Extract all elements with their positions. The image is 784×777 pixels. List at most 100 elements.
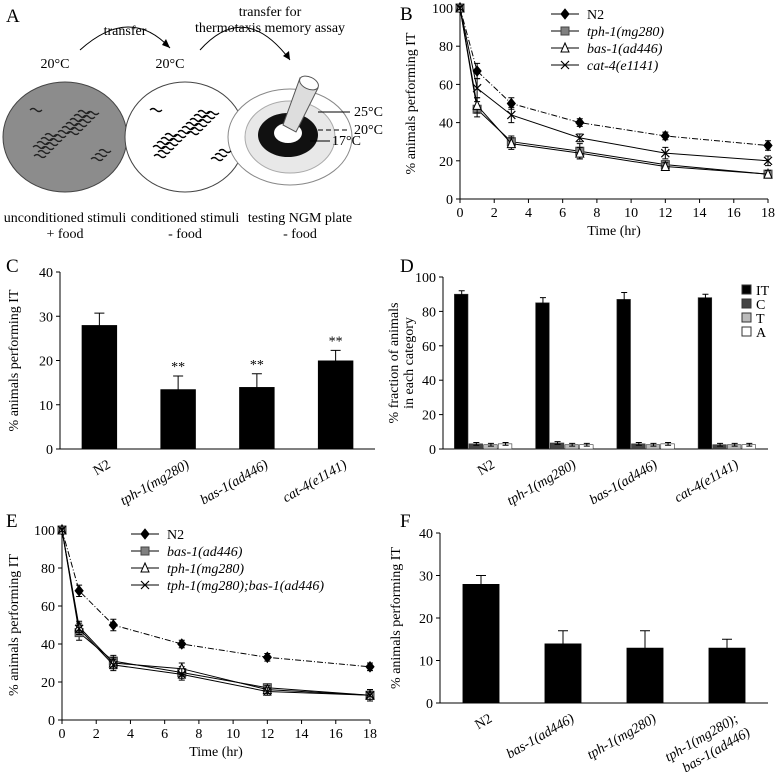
y-tick-label: 20 — [419, 612, 433, 627]
y-axis-title: % animals performing IT — [389, 547, 404, 689]
worm — [198, 118, 212, 124]
marker — [74, 624, 84, 634]
x-tick-label: 10 — [624, 206, 638, 221]
marker — [560, 26, 570, 36]
x-tick-label: 16 — [329, 727, 343, 742]
x-tick-label: N2 — [91, 457, 113, 479]
worm — [94, 152, 108, 158]
worm — [36, 140, 50, 146]
marker — [575, 133, 585, 143]
worm — [66, 130, 80, 136]
chart-panel: B 0 20 40 60 80 100 % animals performing IT 0 2 4 6… — [400, 1, 775, 239]
chart-panel: D 0 20 40 60 80 100 % fraction of animals in eac… — [387, 256, 770, 509]
y-tick-label: 80 — [41, 562, 55, 577]
annotation: ** — [171, 360, 185, 375]
marker — [763, 139, 773, 152]
legend-label: bas-1(ad446) — [167, 545, 243, 560]
worm — [197, 109, 211, 115]
series-line — [459, 7, 769, 147]
worm — [210, 156, 224, 162]
error-bar — [539, 297, 546, 309]
y-axis-title: % animals performing IT — [7, 289, 22, 431]
y-tick-label: 60 — [439, 78, 453, 93]
y-tick-label: 40 — [419, 527, 433, 542]
worm — [193, 113, 207, 119]
bar — [697, 297, 713, 450]
worm — [78, 118, 92, 124]
x-tick-label: cat-4(e1141) — [280, 457, 350, 506]
error-bar — [251, 373, 262, 401]
worm — [202, 114, 216, 120]
label: transfer for — [239, 5, 302, 20]
legend-label: IT — [756, 284, 770, 299]
legend-label: tph-1(mg280) — [587, 25, 664, 40]
x-tick-label: 14 — [693, 206, 707, 221]
worm — [33, 153, 47, 159]
series-line — [61, 529, 371, 668]
y-axis-title: % animals performing IT — [404, 32, 419, 174]
temperature: 17°C — [332, 134, 361, 149]
y-tick-label: 100 — [34, 524, 55, 539]
worm — [214, 152, 228, 158]
arrowhead — [283, 51, 290, 60]
bar — [616, 299, 631, 450]
y-tick-label: 60 — [422, 340, 436, 355]
error-bar — [650, 442, 657, 447]
series-line — [459, 7, 769, 175]
error-bar — [635, 441, 642, 446]
bar — [317, 360, 354, 449]
marker — [506, 110, 516, 120]
y-tick-label: 20 — [41, 676, 55, 691]
x-tick-label: 8 — [195, 727, 202, 742]
y-tick-label: 80 — [439, 40, 453, 55]
x-tick-label: 4 — [525, 206, 532, 221]
legend-label: N2 — [167, 528, 184, 543]
error-bar — [173, 375, 184, 404]
y-tick-label: 20 — [422, 409, 436, 424]
worm — [45, 141, 59, 147]
y-tick-label: 100 — [432, 2, 453, 17]
caption: - food — [168, 227, 202, 242]
error-bar — [473, 441, 480, 446]
worm — [82, 114, 96, 120]
error-bar — [569, 442, 576, 447]
temperature: 20°C — [156, 57, 185, 72]
legend-label: tph-1(mg280);bas-1(ad446) — [167, 579, 324, 594]
marker — [140, 528, 150, 540]
legend-swatch — [741, 284, 752, 295]
x-tick-label: 0 — [457, 206, 464, 221]
x-tick-label: bas-1(ad446) — [198, 457, 271, 508]
marker — [140, 580, 150, 590]
x-tick-label: 8 — [593, 206, 600, 221]
worm — [65, 121, 79, 127]
x-axis-title: Time (hr) — [189, 745, 243, 760]
error-bar — [583, 442, 590, 447]
series-line — [459, 7, 769, 162]
y-tick-label: 20 — [439, 155, 453, 170]
legend-swatch — [741, 312, 752, 323]
series-line — [61, 529, 371, 696]
x-tick-label: 10 — [226, 727, 240, 742]
panel-label: A — [6, 6, 20, 27]
panel-label: E — [6, 511, 18, 532]
worm — [69, 117, 83, 123]
marker — [140, 561, 150, 573]
marker — [506, 137, 517, 149]
annotation: ** — [250, 358, 264, 373]
y-tick-label: 30 — [419, 570, 433, 585]
y-tick-label: 0 — [426, 697, 433, 712]
error-bar — [621, 291, 628, 307]
worms — [29, 107, 232, 162]
x-tick-label: tph-1(mg280) — [505, 457, 579, 509]
y-tick-label: 40 — [41, 638, 55, 653]
panel-label: C — [6, 256, 19, 277]
marker — [660, 160, 671, 172]
legend-label: cat-4(e1141) — [587, 59, 659, 74]
x-tick-label: bas-1(ad446) — [587, 457, 660, 508]
marker — [560, 60, 570, 70]
chart-panel: F 0 10 20 30 40 % animals performing IT N2 bas-1… — [389, 511, 768, 776]
marker — [455, 3, 465, 13]
x-axis-title: Time (hr) — [587, 224, 641, 239]
marker — [177, 669, 187, 679]
worm — [149, 107, 163, 113]
